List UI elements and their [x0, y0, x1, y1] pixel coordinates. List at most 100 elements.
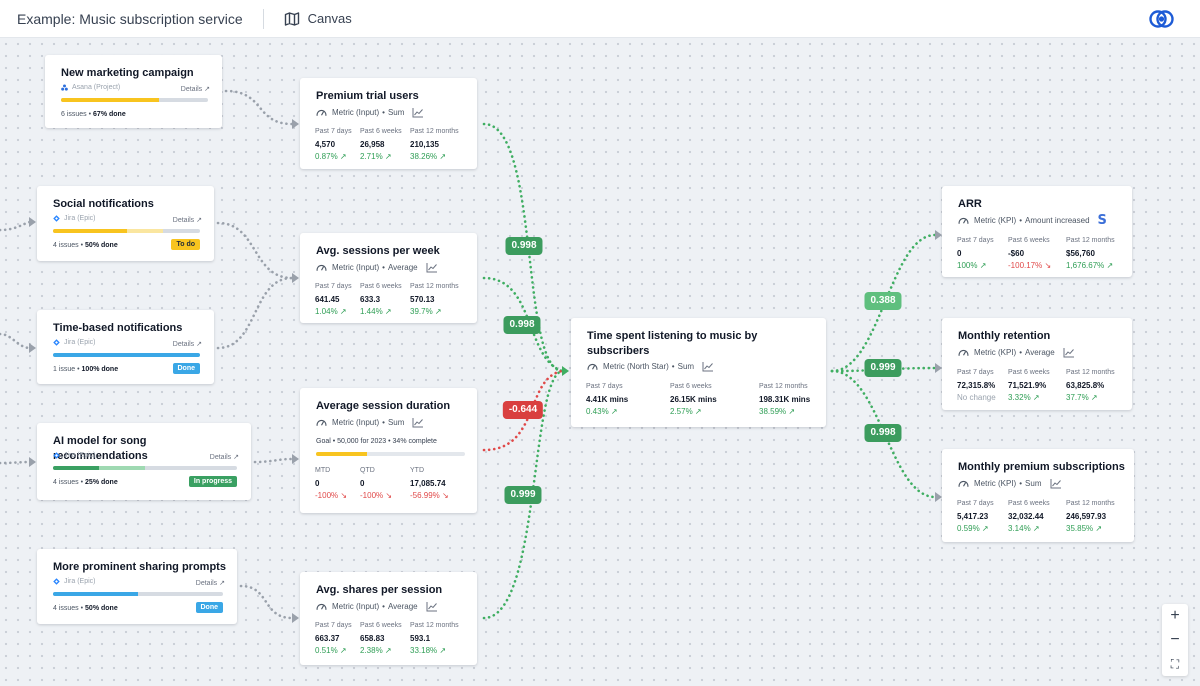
details-link[interactable]: Details ↗ — [172, 217, 202, 224]
input-metric-card[interactable]: Premium trial users Metric (Input) • Sum P… — [300, 78, 477, 169]
metric-type-row: Metric (Input) • Average — [316, 262, 438, 273]
stat-value: 210,135 — [410, 140, 439, 149]
stat-change-value: 3.14% — [1008, 524, 1031, 533]
zoom-out-button[interactable]: − — [1170, 631, 1180, 648]
line-chart-icon[interactable] — [426, 262, 438, 273]
line-chart-icon[interactable] — [412, 107, 424, 118]
input-metric-card[interactable]: Average session duration Metric (Input) •… — [300, 388, 477, 513]
stat-value: 246,597.93 — [1066, 512, 1107, 521]
stat-change-value: 35.85% — [1066, 524, 1094, 533]
stat-block: Past 6 weeks 32,032.44 3.14% ↗ — [1008, 499, 1050, 534]
arrow-head — [292, 119, 299, 129]
line-chart-icon[interactable] — [702, 361, 714, 372]
stat-change-value: 0.51% — [315, 646, 338, 655]
arrow-head — [292, 454, 299, 464]
line-chart-icon[interactable] — [1063, 347, 1075, 358]
arrow-head — [292, 613, 299, 623]
stat-block: Past 6 weeks 71,521.9% 3.32% ↗ — [1008, 368, 1050, 403]
stat-period: Past 7 days — [315, 622, 352, 629]
separator-dot: • — [78, 479, 86, 486]
project-card[interactable]: Social notifications Jira (Epic) Details ↗… — [37, 186, 214, 261]
fit-view-button[interactable]: ⛶ — [1170, 656, 1180, 671]
stat-period: Past 12 months — [1066, 500, 1115, 507]
stat-block: Past 12 months 210,135 38.26% ↗ — [410, 127, 459, 162]
progress-segment — [61, 98, 160, 102]
zoom-in-button[interactable]: + — [1170, 607, 1180, 624]
offscreen-edge — [0, 220, 32, 232]
correlation-label[interactable]: -0.644 — [502, 401, 544, 419]
metric-type-label: Metric (Input) — [332, 418, 380, 427]
stat-change-value: 2.71% — [360, 152, 383, 161]
stripe-icon: S — [1097, 213, 1107, 228]
stat-change: 1,676.67% ↗ — [1066, 261, 1115, 271]
details-link[interactable]: Details ↗ — [195, 580, 225, 587]
arrow-up-right-icon: ↗ — [437, 646, 447, 655]
correlation-label[interactable]: 0.998 — [864, 424, 902, 442]
jira-icon — [53, 578, 60, 585]
done-percent: 50% done — [85, 242, 118, 249]
progress-segment — [126, 229, 164, 233]
arrow-down-right-icon: ↘ — [383, 491, 393, 500]
kpi-card[interactable]: Monthly retention Metric (KPI) • Average P… — [942, 318, 1132, 410]
arrow-head — [29, 217, 36, 227]
line-chart-icon[interactable] — [426, 601, 438, 612]
arrow-head — [562, 366, 569, 376]
arrow-up-right-icon: ↗ — [337, 152, 347, 161]
stat-block: QTD 0 -100% ↘ — [360, 466, 392, 501]
arrow-up-right-icon: ↗ — [608, 407, 618, 416]
project-title: More prominent sharing prompts — [53, 561, 226, 573]
stat-value: 26,958 — [360, 140, 385, 149]
jira-icon — [53, 339, 60, 346]
status-badge: To do — [171, 239, 200, 250]
progress-bar — [53, 592, 223, 596]
project-card[interactable]: New marketing campaign Asana (Project) Det… — [45, 55, 222, 128]
stat-period: YTD — [410, 467, 424, 474]
zoom-controls: + − ⛶ — [1162, 604, 1188, 676]
separator-dot: • — [382, 418, 385, 427]
stat-period: Past 6 weeks — [360, 128, 402, 135]
input-metric-card[interactable]: Avg. sessions per week Metric (Input) • A… — [300, 233, 477, 323]
input-metric-card[interactable]: Avg. shares per session Metric (Input) • … — [300, 572, 477, 665]
correlation-label[interactable]: 0.998 — [505, 237, 543, 255]
brand-logo[interactable] — [1148, 9, 1176, 29]
details-link[interactable]: Details ↗ — [209, 454, 239, 461]
progress-bar — [53, 353, 200, 357]
status-badge: Done — [172, 363, 200, 374]
kpi-card[interactable]: ARR Metric (KPI) • Amount increased S Past … — [942, 186, 1132, 277]
north-star-card[interactable]: Time spent listening to music by subscri… — [571, 318, 826, 427]
map-icon[interactable] — [284, 11, 300, 27]
line-chart-icon[interactable] — [412, 417, 424, 428]
stat-value: 658.83 — [360, 634, 385, 643]
aggregation-label: Sum — [1025, 479, 1042, 488]
project-edge — [216, 221, 294, 280]
project-title: AI model for song recommendations — [53, 435, 148, 462]
line-chart-icon[interactable] — [1050, 478, 1062, 489]
canvas[interactable]: New marketing campaign Asana (Project) Det… — [0, 38, 1200, 686]
kpi-card[interactable]: Monthly premium subscriptions Metric (KPI… — [942, 449, 1134, 542]
canvas-tab[interactable]: Canvas — [307, 11, 352, 26]
project-card[interactable]: More prominent sharing prompts Jira (Epic… — [37, 549, 237, 624]
correlation-label[interactable]: 0.999 — [504, 486, 542, 504]
goal-label: Goal — [316, 438, 331, 445]
stat-change: 33.18% ↗ — [410, 646, 459, 656]
stat-change-value: 39.7% — [410, 307, 433, 316]
metric-type-label: Metric (Input) — [332, 602, 380, 611]
arrow-up-right-icon: ↗ — [337, 307, 347, 316]
correlation-label[interactable]: 0.999 — [864, 359, 902, 377]
metric-title: Avg. shares per session — [316, 584, 443, 596]
gauge-icon — [316, 108, 327, 117]
details-link[interactable]: Details ↗ — [172, 341, 202, 348]
asana-icon — [61, 84, 68, 91]
stat-block: YTD 17,085.74 -56.99% ↘ — [410, 466, 449, 501]
project-card[interactable]: Time-based notifications Jira (Epic) Detai… — [37, 310, 214, 384]
separator-dot: • — [1019, 479, 1023, 488]
gauge-icon — [587, 362, 598, 371]
metric-title: ARR — [958, 198, 982, 210]
correlation-label[interactable]: 0.998 — [503, 316, 541, 334]
project-source: Jira (Epic) — [53, 578, 96, 585]
issue-count: 6 issues — [61, 111, 87, 118]
offscreen-edge — [0, 332, 32, 350]
project-card[interactable]: AI model for song recommendations Jira (E… — [37, 423, 251, 500]
correlation-label[interactable]: 0.388 — [864, 292, 902, 310]
details-link[interactable]: Details ↗ — [180, 86, 210, 93]
